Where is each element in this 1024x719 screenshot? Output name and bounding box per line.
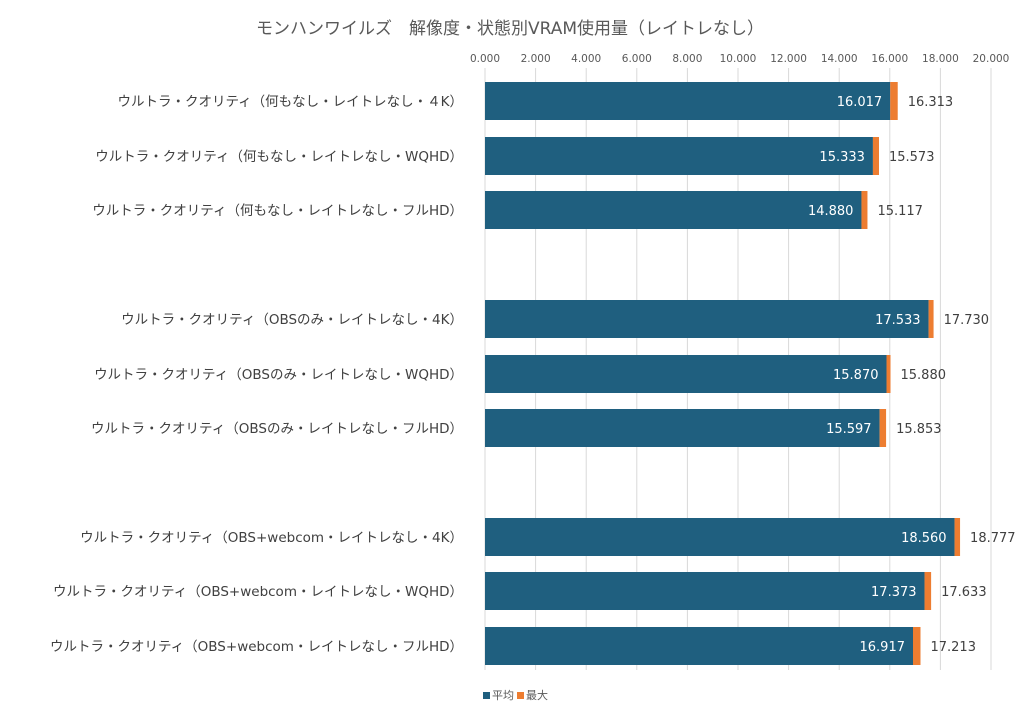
category-label: ウルトラ・クオリティ（何もなし・レイトレなし・４K） — [117, 94, 463, 110]
x-tick-label: 16.000 — [871, 53, 908, 65]
legend: 平均 最大 — [483, 688, 548, 702]
data-label-average: 16.017 — [837, 95, 883, 110]
x-tick-label: 12.000 — [770, 53, 807, 65]
x-tick-label: 4.000 — [571, 53, 601, 65]
x-tick-label: 0.000 — [470, 53, 500, 65]
data-label-max: 17.633 — [941, 585, 987, 600]
x-tick-label: 14.000 — [821, 53, 858, 65]
bar-average — [485, 82, 891, 120]
x-axis-ticks: 0.000 2.000 4.000 6.000 8.000 10.000 12.000 14.… — [470, 53, 1009, 65]
bar-average — [485, 137, 873, 175]
data-label-average: 14.880 — [808, 204, 854, 219]
bar-max — [872, 137, 879, 175]
category-label: ウルトラ・クオリティ（OBSのみ・レイトレなし・WQHD） — [94, 367, 463, 383]
bar-max — [890, 82, 898, 120]
x-tick-label: 6.000 — [622, 53, 652, 65]
data-label-max: 15.880 — [901, 368, 947, 383]
legend-label: 平均 — [492, 689, 514, 702]
x-tick-label: 2.000 — [521, 53, 551, 65]
category-labels: ウルトラ・クオリティ（何もなし・レイトレなし・４K） ウルトラ・クオリティ（何もな… — [50, 94, 463, 655]
bar-average — [485, 409, 880, 447]
bar-max — [954, 518, 961, 556]
legend-swatch — [517, 692, 524, 699]
data-label-average: 16.917 — [860, 640, 906, 655]
category-label: ウルトラ・クオリティ（OBSのみ・レイトレなし・4K） — [121, 312, 463, 328]
category-label: ウルトラ・クオリティ（OBSのみ・レイトレなし・フルHD） — [91, 421, 463, 437]
data-label-average: 15.333 — [819, 150, 865, 165]
data-label-average: 15.870 — [833, 368, 879, 383]
category-label: ウルトラ・クオリティ（OBS+webcom・レイトレなし・WQHD） — [53, 584, 463, 600]
chart-title: モンハンワイルズ 解像度・状態別VRAM使用量（レイトレなし） — [256, 18, 764, 39]
bars — [485, 82, 961, 665]
data-label-average: 18.560 — [901, 531, 947, 546]
data-label-max: 15.853 — [896, 422, 942, 437]
data-label-max: 15.573 — [889, 150, 935, 165]
bar-max — [879, 409, 887, 447]
bar-average — [485, 518, 955, 556]
x-tick-label: 20.000 — [973, 53, 1010, 65]
legend-swatch — [483, 692, 490, 699]
data-label-max: 15.117 — [877, 204, 923, 219]
category-label: ウルトラ・クオリティ（何もなし・レイトレなし・WQHD） — [95, 149, 463, 165]
data-label-average: 15.597 — [826, 422, 872, 437]
data-label-max: 16.313 — [908, 95, 954, 110]
data-labels: 16.017 16.313 15.333 15.573 14.880 15.117 17.5… — [808, 95, 1016, 655]
category-label: ウルトラ・クオリティ（OBS+webcom・レイトレなし・フルHD） — [50, 639, 463, 655]
data-label-max: 17.213 — [930, 640, 976, 655]
x-tick-label: 8.000 — [672, 53, 702, 65]
bar-max — [913, 627, 921, 665]
x-tick-label: 10.000 — [720, 53, 757, 65]
bar-average — [485, 300, 929, 338]
bar-max — [886, 355, 891, 393]
x-tick-label: 18.000 — [922, 53, 959, 65]
bar-average — [485, 191, 862, 229]
bar-max — [928, 300, 934, 338]
bar-max — [924, 572, 932, 610]
data-label-max: 18.777 — [970, 531, 1016, 546]
legend-label: 最大 — [526, 688, 548, 702]
category-label: ウルトラ・クオリティ（何もなし・レイトレなし・フルHD） — [92, 203, 463, 219]
bar-average — [485, 572, 925, 610]
data-label-average: 17.533 — [875, 313, 921, 328]
category-label: ウルトラ・クオリティ（OBS+webcom・レイトレなし・4K） — [80, 530, 463, 546]
bar-average — [485, 355, 887, 393]
bar-max — [861, 191, 868, 229]
data-label-max: 17.730 — [944, 313, 990, 328]
data-label-average: 17.373 — [871, 585, 917, 600]
bar-average — [485, 627, 914, 665]
